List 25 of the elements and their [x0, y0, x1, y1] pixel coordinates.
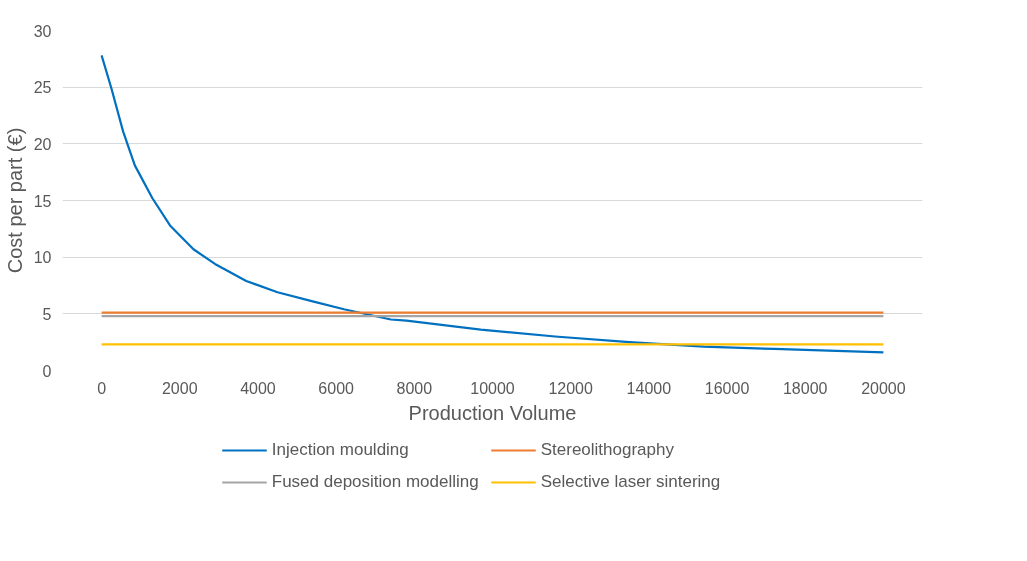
legend-label: Stereolithography	[540, 440, 674, 460]
legend-label: Selective laser sintering	[540, 472, 721, 492]
x-tick-label: 20000	[861, 379, 906, 397]
line-series	[100, 54, 885, 354]
x-tick-label: 6000	[318, 379, 355, 397]
x-tick-label: 8000	[396, 379, 433, 397]
y-tick-label: 0	[42, 362, 52, 380]
y-axis-title: Cost per part (€)	[3, 127, 26, 274]
y-tick-label: 30	[33, 22, 52, 40]
x-tick-label: 12000	[548, 379, 594, 397]
legend-label: Injection moulding	[271, 440, 409, 460]
x-axis-title: Production Volume	[408, 401, 577, 424]
x-tick-label: 2000	[161, 379, 198, 397]
x-tick-label: 14000	[626, 379, 672, 397]
x-tick-label: 0	[97, 379, 107, 397]
x-tick-label: 16000	[704, 379, 750, 397]
x-tick-label: 4000	[240, 379, 276, 397]
x-tick-label: 10000	[470, 379, 515, 397]
y-tick-label: 5	[42, 305, 52, 323]
legend-label: Fused deposition modelling	[271, 472, 479, 492]
x-tick-label: 18000	[782, 379, 828, 397]
y-tick-label: 10	[33, 249, 52, 267]
y-tick-label: 20	[33, 135, 52, 153]
y-tick-label: 15	[33, 192, 52, 210]
y-tick-label: 25	[33, 79, 52, 97]
